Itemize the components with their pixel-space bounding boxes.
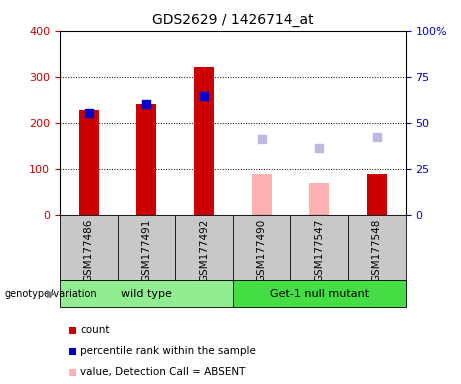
Bar	[233, 280, 406, 307]
Bar	[309, 183, 329, 215]
Bar	[79, 110, 99, 215]
Point	[142, 101, 150, 108]
Text: GSM177548: GSM177548	[372, 218, 382, 282]
Point	[373, 134, 381, 140]
Point	[258, 136, 266, 142]
Point	[200, 93, 207, 99]
Title: GDS2629 / 1426714_at: GDS2629 / 1426714_at	[152, 13, 313, 27]
Text: GSM177490: GSM177490	[257, 218, 266, 281]
Bar	[367, 174, 387, 215]
Text: GSM177491: GSM177491	[142, 218, 151, 282]
Text: Get-1 null mutant: Get-1 null mutant	[270, 289, 369, 299]
Bar	[60, 280, 233, 307]
Text: count: count	[80, 325, 110, 335]
Text: value, Detection Call = ABSENT: value, Detection Call = ABSENT	[80, 367, 246, 377]
Bar	[136, 104, 156, 215]
Text: GSM177492: GSM177492	[199, 218, 209, 282]
Point	[315, 145, 323, 151]
Text: ▶: ▶	[47, 289, 55, 299]
Point	[85, 110, 92, 116]
Text: genotype/variation: genotype/variation	[5, 289, 97, 299]
Bar	[252, 174, 272, 215]
Text: GSM177486: GSM177486	[84, 218, 94, 282]
Text: percentile rank within the sample: percentile rank within the sample	[80, 346, 256, 356]
Text: GSM177547: GSM177547	[314, 218, 324, 282]
Text: wild type: wild type	[121, 289, 172, 299]
Bar	[194, 67, 214, 215]
